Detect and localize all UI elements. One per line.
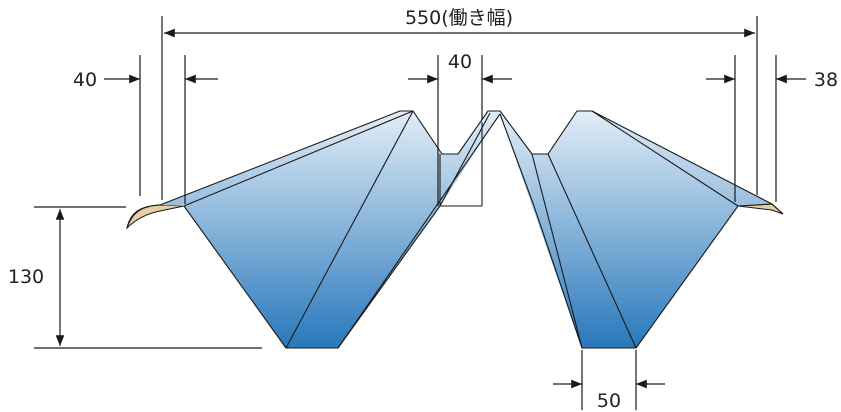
height-label: 130: [8, 266, 44, 288]
right-trough-outline: [533, 205, 739, 349]
top-rib-label: 40: [448, 51, 472, 73]
fold-lines: [183, 110, 773, 349]
fold-line-11: [591, 110, 739, 207]
working-width-label: 550(働き幅): [405, 7, 513, 29]
fold-line-9: [531, 153, 583, 349]
fold-line-6: [439, 112, 491, 207]
fold-line-10: [547, 153, 637, 349]
dimension-height: 130: [8, 206, 262, 349]
left-lap-label: 40: [73, 69, 97, 91]
panel-body: [126, 110, 784, 349]
fold-line-12: [737, 203, 773, 207]
right-lap-label: 38: [814, 69, 838, 91]
panel-outline: [126, 110, 784, 229]
dimension-bottom-flat: 50: [553, 350, 665, 412]
dimension-top-rib: 40: [408, 51, 512, 206]
left-trough-outline: [183, 205, 441, 349]
dimension-left-lap: 40: [73, 55, 218, 204]
panel-fill: [160, 111, 772, 348]
fold-line-7: [337, 113, 501, 349]
dimension-right-lap: 38: [706, 55, 838, 202]
left-lap-edge: [126, 204, 185, 230]
fold-line-8: [499, 113, 535, 207]
bottom-flat-label: 50: [597, 390, 621, 412]
fold-line-2: [285, 110, 414, 349]
fold-line-1: [183, 110, 414, 207]
dimension-working-width: 550(働き幅): [161, 7, 758, 200]
